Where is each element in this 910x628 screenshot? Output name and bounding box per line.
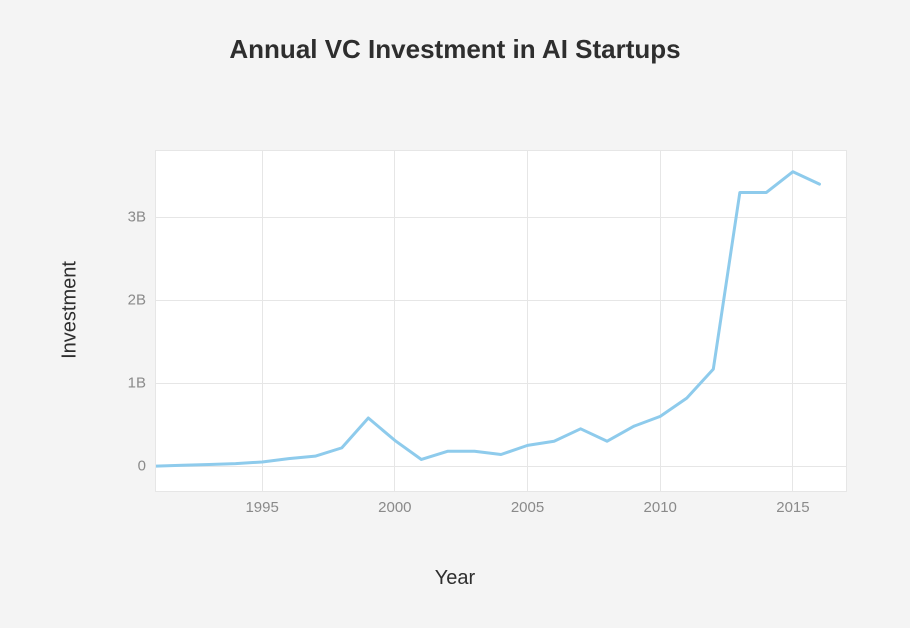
y-axis-label: Investment xyxy=(59,261,82,359)
chart-container: Annual VC Investment in AI Startups Inve… xyxy=(0,0,910,628)
y-tick-label: 1B xyxy=(128,375,156,392)
chart-title: Annual VC Investment in AI Startups xyxy=(0,34,910,65)
x-tick-label: 2010 xyxy=(644,491,677,516)
y-tick-label: 2B xyxy=(128,292,156,309)
y-tick-label: 3B xyxy=(128,209,156,226)
x-tick-label: 2005 xyxy=(511,491,544,516)
plot-area: 1995200020052010201501B2B3B xyxy=(155,150,847,492)
x-tick-label: 2015 xyxy=(776,491,809,516)
x-tick-label: 1995 xyxy=(245,491,278,516)
line-series xyxy=(156,151,846,491)
x-axis-label: Year xyxy=(0,567,910,590)
y-tick-label: 0 xyxy=(138,458,156,475)
x-tick-label: 2000 xyxy=(378,491,411,516)
